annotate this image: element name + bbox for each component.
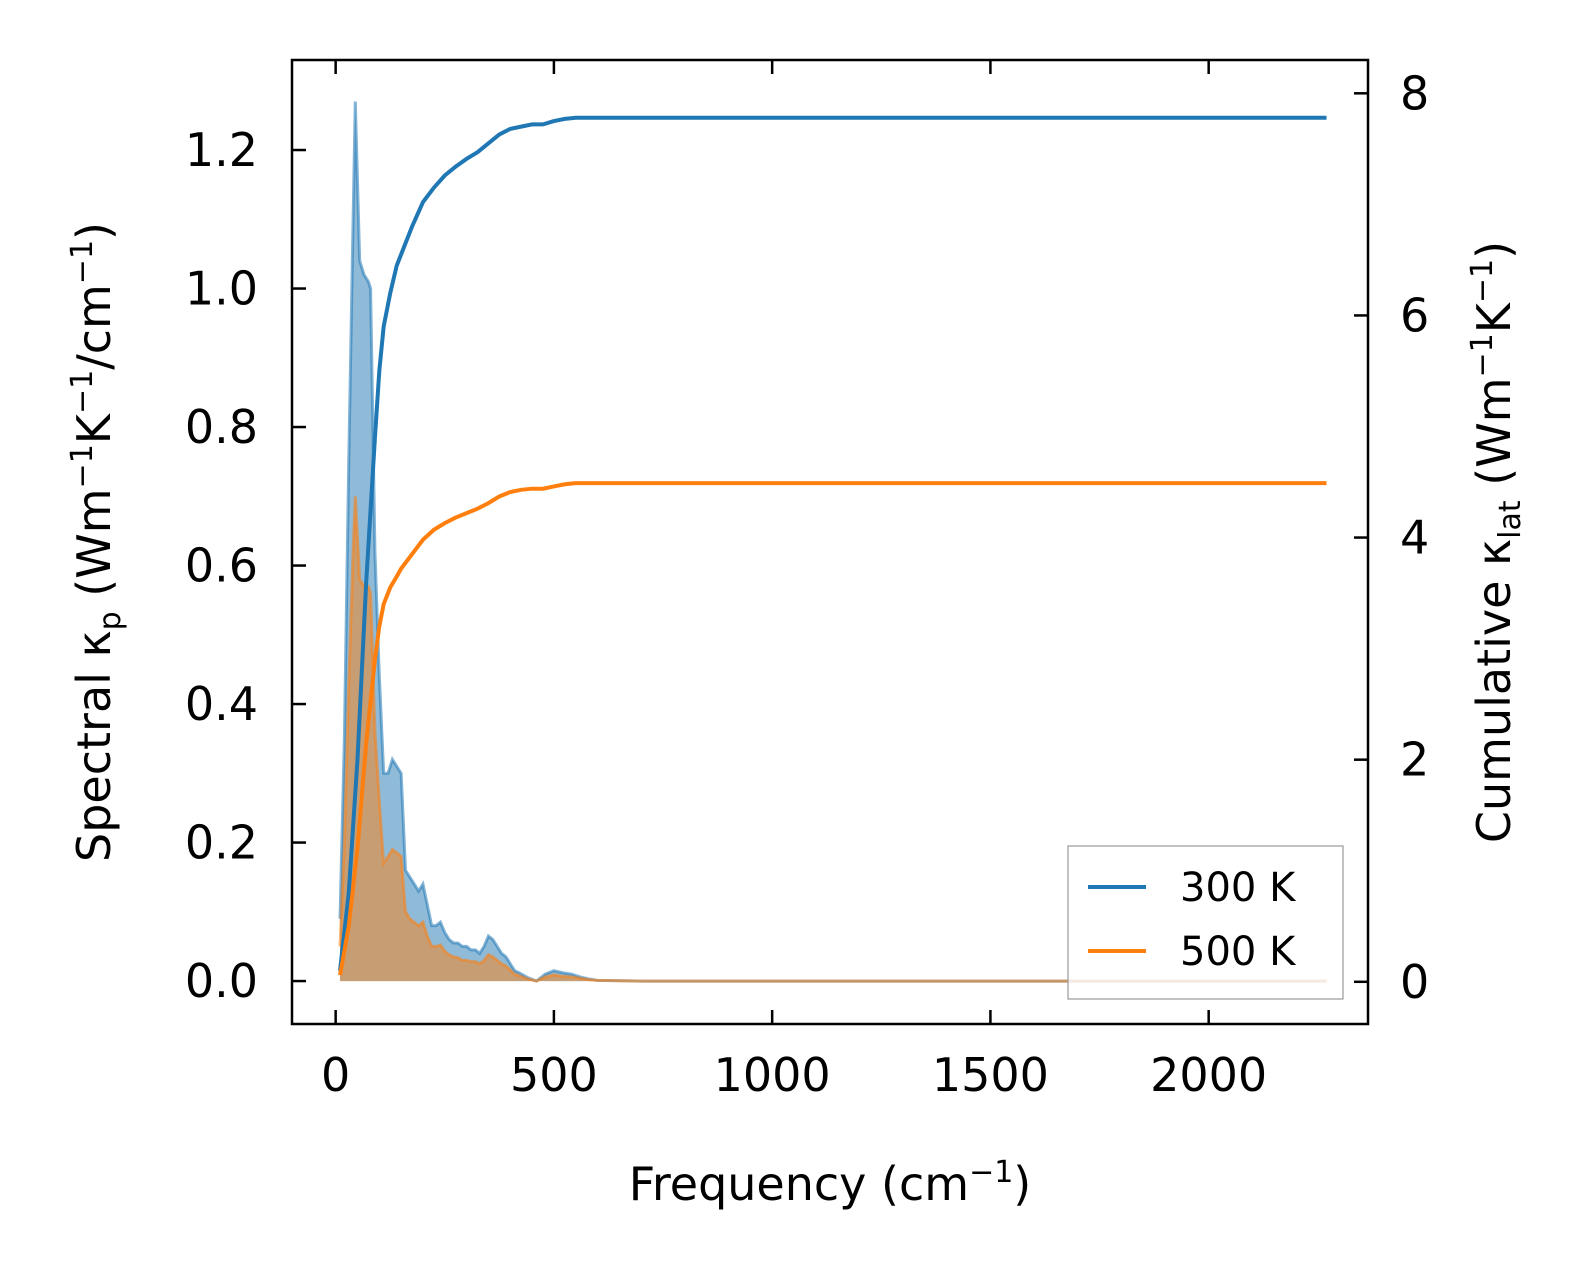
spectral-line-300k <box>338 101 1327 983</box>
y-right-tick-label: 4 <box>1400 511 1429 565</box>
x-tick-label: 0 <box>321 1048 350 1102</box>
y-left-tick-label: 0.0 <box>185 954 258 1008</box>
axis-label-part: Spectral κ <box>67 630 121 862</box>
axis-label-part: −1 <box>65 240 100 284</box>
data-lines <box>338 115 1327 976</box>
legend-label-300k: 300 K <box>1180 865 1297 911</box>
y-left-tick-label: 0.2 <box>185 816 258 870</box>
legend-box <box>1067 845 1344 1000</box>
axis-label-part: lat <box>1493 500 1528 539</box>
legend-label-500k: 500 K <box>1180 929 1297 975</box>
axis-label-part: K <box>1467 301 1521 333</box>
y-right-tick-label: 0 <box>1400 955 1429 1009</box>
y-left-tick-label: 1.2 <box>185 123 258 177</box>
axis-label-part: −1 <box>65 444 100 488</box>
y-left-tick-label: 1.0 <box>185 262 258 316</box>
x-tick-label: 1500 <box>932 1048 1049 1102</box>
axis-label-part: −1 <box>1465 333 1500 377</box>
spectral-line-500k <box>338 496 1327 983</box>
axis-label-part: (Wm <box>1467 377 1521 500</box>
y-axis-left-label: Spectral κp (Wm−1K−1/cm−1) <box>65 222 128 862</box>
x-tick-label: 500 <box>510 1048 598 1102</box>
axis-label-part: ) <box>1467 241 1521 259</box>
axis-label-part: K <box>67 412 121 444</box>
tick-labels: 0 500 1000 1500 2000 0.0 0.2 0.4 0.6 0.8 1.0 1.2 0 2 4… <box>185 66 1429 1102</box>
axis-label-part: ) <box>67 222 121 240</box>
y-left-tick-label: 0.6 <box>185 539 258 593</box>
axis-label-part: −1 <box>65 370 100 414</box>
spectral-fills <box>338 101 1327 983</box>
cumulative-line-300k <box>338 115 1327 971</box>
legend: 300 K 500 K <box>1067 845 1344 1000</box>
y-axis-right-label: Cumulative κlat (Wm−1K−1) <box>1465 241 1528 843</box>
axis-label-part: −1 <box>1465 259 1500 303</box>
y-right-tick-label: 8 <box>1400 66 1429 120</box>
plot-frame <box>290 58 1370 1026</box>
y-right-tick-label: 6 <box>1400 288 1429 342</box>
axis-label-part: p <box>93 611 128 630</box>
axis-label-part: /cm <box>67 284 121 370</box>
y-right-tick-label: 2 <box>1400 733 1429 787</box>
x-tick-label: 1000 <box>714 1048 831 1102</box>
x-axis-label: Frequency (cm−1) <box>629 1155 1032 1211</box>
axis-label-part: Cumulative κ <box>1467 539 1521 843</box>
y-left-tick-label: 0.4 <box>185 677 258 731</box>
y-left-tick-label: 0.8 <box>185 400 258 454</box>
x-tick-label: 2000 <box>1150 1048 1267 1102</box>
ticks <box>292 60 1368 1024</box>
axis-label-part: (Wm <box>67 488 121 611</box>
cumulative-line-500k <box>338 481 1327 976</box>
